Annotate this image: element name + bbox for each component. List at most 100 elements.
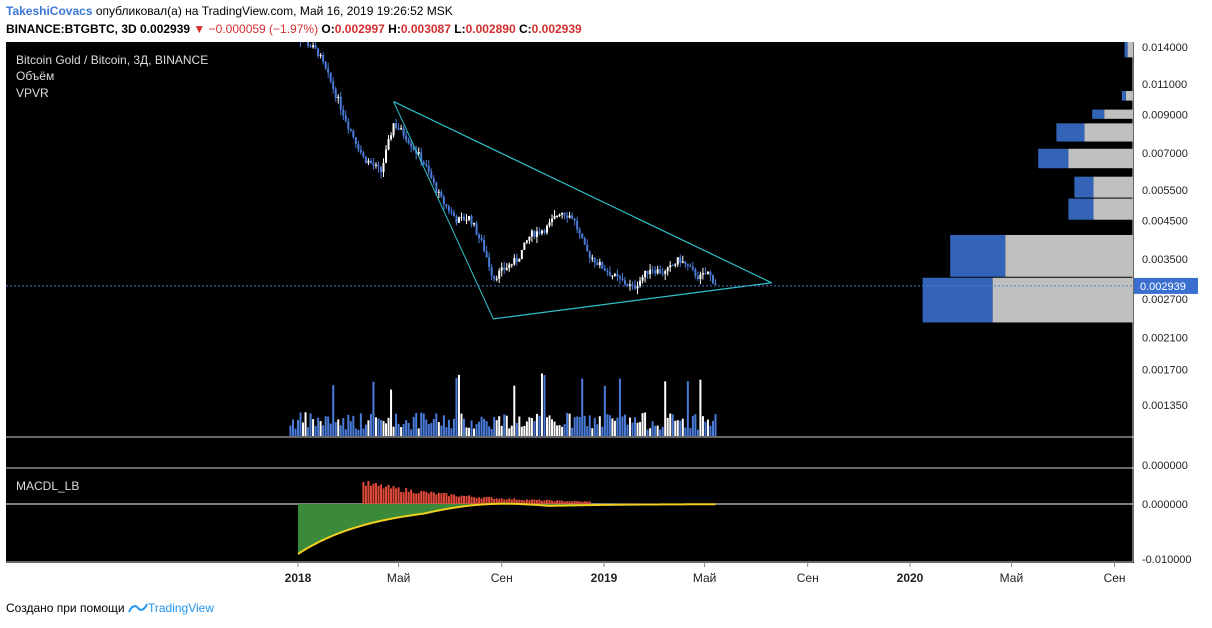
candle-body (556, 215, 559, 217)
macd-positive-bar (430, 491, 433, 504)
footer: Создано при помощи TradingView (6, 601, 214, 615)
candle-body (686, 264, 689, 266)
macd-positive-bar (455, 496, 458, 504)
candle-body (410, 143, 413, 148)
macd-positive-bar (543, 500, 546, 504)
price-tick-label: 0.009000 (1142, 110, 1188, 122)
candle-body (701, 273, 704, 275)
candle-body (656, 269, 659, 274)
volume-bar (407, 422, 410, 436)
volume-bar (347, 414, 350, 436)
volume-bar (410, 429, 413, 436)
candle-body (357, 143, 360, 150)
author-link[interactable]: TakeshiCovacs (6, 4, 93, 18)
candle-body (500, 267, 503, 271)
candle-body (679, 257, 682, 263)
volume-bar (679, 420, 682, 436)
volume-bar (470, 420, 473, 436)
candle-body (684, 261, 687, 265)
volume-bar (616, 417, 619, 436)
volume-bar (332, 385, 335, 436)
last-price: 0.002939 (140, 22, 191, 36)
volume-bar (530, 418, 533, 436)
candle-body (591, 257, 594, 259)
candle-body (367, 160, 370, 163)
vpvr-buy-bar (1121, 91, 1126, 101)
macd-positive-bar (525, 499, 528, 504)
candle-body (307, 42, 310, 46)
volume-bar (377, 418, 380, 436)
macd-positive-bar (500, 498, 503, 504)
volume-bar (608, 415, 611, 436)
candle-body (395, 123, 398, 129)
volume-bar (387, 417, 390, 436)
last-price-badge-label: 0.002939 (1140, 281, 1186, 293)
volume-bar (440, 425, 443, 436)
volume-bar (664, 381, 667, 436)
vpvr-sell-bar (1093, 198, 1133, 220)
macd-positive-bar (533, 499, 536, 504)
macd-positive-bar (551, 500, 554, 504)
macd-positive-bar (493, 498, 496, 504)
volume-bar (462, 418, 465, 436)
candle-body (342, 109, 345, 116)
volume-bar (450, 428, 453, 436)
volume-bar (634, 417, 637, 436)
candle-body (706, 271, 709, 275)
candle-body (636, 286, 639, 289)
candle-body (578, 229, 581, 234)
low-value: 0.002890 (465, 22, 516, 36)
volume-bar (334, 422, 337, 436)
volume-bar (636, 422, 639, 436)
time-tick-label: Май (693, 571, 717, 585)
candle-body (696, 276, 699, 280)
candle-body (535, 231, 538, 237)
volume-bar (385, 423, 388, 436)
macd-positive-bar (374, 482, 377, 504)
time-tick-label: Май (1000, 571, 1024, 585)
candle-body (513, 257, 516, 265)
volume-bar (304, 412, 307, 436)
macd-positive-bar (420, 490, 423, 504)
macd-positive-bar (545, 499, 548, 504)
macd-positive-bar (480, 498, 483, 504)
volume-bar (480, 416, 483, 436)
volume-bar (706, 419, 709, 436)
candle-body (510, 264, 513, 266)
candle-body (347, 121, 350, 129)
candle-body (483, 239, 486, 252)
candle-body (480, 238, 483, 240)
volume-bar (422, 413, 425, 436)
volume-bar (362, 428, 365, 436)
macd-positive-bar (485, 496, 488, 504)
vpvr-sell-bar (1084, 123, 1133, 142)
candle-body (634, 284, 637, 289)
candle-body (611, 275, 614, 277)
candle-body (387, 138, 390, 150)
candle-body (490, 266, 493, 276)
volume-bar (339, 425, 342, 436)
volume-bar (626, 424, 629, 436)
chart-area[interactable]: 0.002939 0.014000 0.011000 0.009000 0.00700… (6, 42, 1206, 595)
macd-positive-bar (382, 488, 385, 504)
volume-bar (641, 413, 644, 436)
price-tick-label: 0.004500 (1142, 216, 1188, 228)
volume-bar (709, 425, 712, 436)
tradingview-brand[interactable]: TradingView (147, 601, 215, 615)
volume-bar (342, 418, 345, 436)
volume-bar (701, 416, 704, 436)
candle-body (548, 222, 551, 226)
volume-bar (442, 415, 445, 436)
close-value: 0.002939 (531, 22, 582, 36)
candle-body (699, 274, 702, 280)
candle-body (674, 264, 677, 266)
candle-body (478, 234, 481, 239)
candle-body (407, 139, 410, 144)
macd-positive-bar (397, 487, 400, 504)
volume-bar (508, 428, 511, 436)
candle-body (583, 238, 586, 245)
volume-bar (699, 379, 702, 436)
candle-body (586, 244, 589, 252)
macd-positive-bar (462, 495, 465, 504)
vpvr-buy-bar (1124, 42, 1128, 58)
